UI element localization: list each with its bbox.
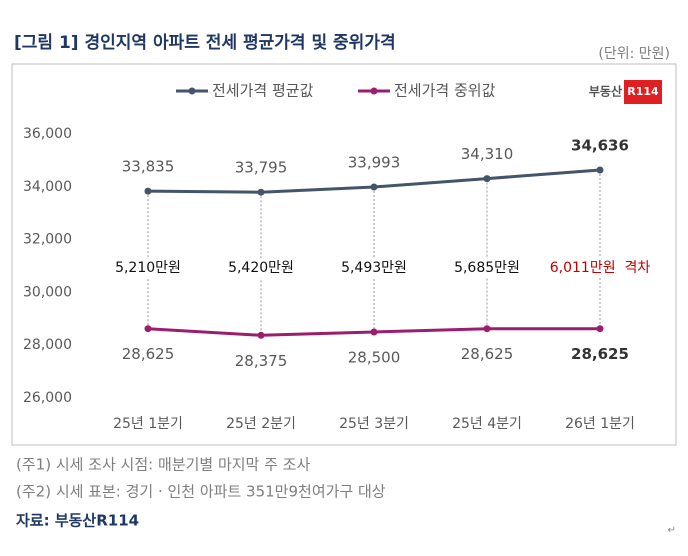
- x-tick-label: 25년 3분기: [339, 416, 409, 432]
- y-tick-label: 30,000: [23, 284, 72, 300]
- source: 자료: 부동산R114: [16, 512, 139, 530]
- logo-badge: R114: [627, 85, 659, 98]
- point: [483, 175, 491, 183]
- value-label: 33,795: [235, 159, 288, 177]
- point: [257, 188, 265, 196]
- annotation-bg: [328, 258, 420, 278]
- gap-annotation: 5,210만원: [115, 260, 181, 276]
- unit: (단위: 만원): [598, 46, 670, 62]
- value-label: 28,375: [235, 352, 288, 370]
- point: [596, 325, 604, 333]
- gap-annotation: 5,420만원: [228, 260, 294, 276]
- legend-marker: [188, 87, 196, 95]
- annotation-bg: [215, 258, 307, 278]
- y-tick-label: 34,000: [23, 179, 72, 195]
- x-tick-label: 25년 1분기: [113, 416, 183, 432]
- paragraph-mark: ↵: [668, 525, 676, 536]
- value-label: 34,636: [571, 137, 629, 155]
- legend-marker: [370, 87, 378, 95]
- point: [483, 325, 491, 333]
- logo-text: 부동산: [589, 84, 622, 99]
- value-label: 28,500: [348, 349, 401, 367]
- chart-frame: [11, 63, 677, 446]
- point: [144, 325, 152, 333]
- y-tick-label: 26,000: [23, 390, 72, 406]
- note: (주2) 시세 표본: 경기 · 인천 아파트 351만9천여가구 대상: [16, 483, 386, 501]
- value-label: 28,625: [571, 345, 629, 363]
- point: [370, 328, 378, 336]
- gap-annotation: 5,685만원: [454, 260, 520, 276]
- gap-annotation: 6,011만원 격차: [550, 260, 651, 276]
- x-tick-label: 26년 1분기: [565, 416, 635, 432]
- value-label: 28,625: [122, 345, 175, 363]
- point: [370, 183, 378, 191]
- logo-badge-box: [624, 80, 662, 104]
- legend-label: 전세가격 중위값: [394, 82, 496, 100]
- legend-label: 전세가격 평균값: [212, 82, 314, 100]
- x-tick-label: 25년 2분기: [226, 416, 296, 432]
- point: [144, 187, 152, 195]
- point: [596, 166, 604, 174]
- x-tick-label: 25년 4분기: [452, 416, 522, 432]
- note: (주1) 시세 조사 시점: 매분기별 마지막 주 조사: [16, 456, 310, 474]
- value-label: 33,835: [122, 158, 175, 176]
- y-tick-label: 32,000: [23, 232, 72, 248]
- y-tick-label: 28,000: [23, 337, 72, 353]
- point: [257, 331, 265, 339]
- annotation-bg: [102, 258, 194, 278]
- annotation-bg: [554, 258, 646, 278]
- y-tick-label: 36,000: [23, 126, 72, 142]
- gap-annotation: 5,493만원: [341, 260, 407, 276]
- chart-title: [그림 1] 경인지역 아파트 전세 평균가격 및 중위가격: [14, 33, 396, 53]
- value-label: 34,310: [461, 145, 514, 163]
- annotation-bg: [441, 258, 533, 278]
- value-label: 33,993: [348, 153, 401, 171]
- value-label: 28,625: [461, 345, 514, 363]
